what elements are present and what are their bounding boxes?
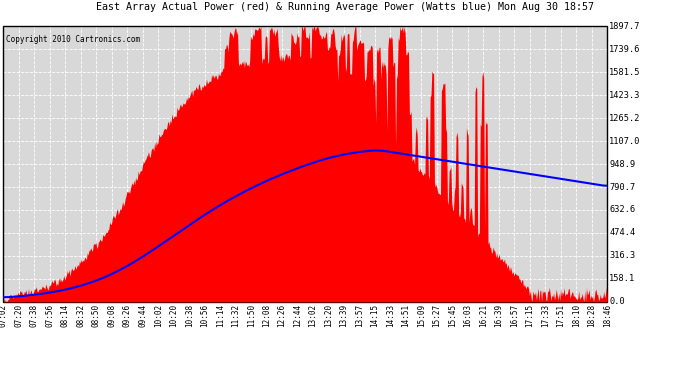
- Text: 15:45: 15:45: [448, 304, 457, 327]
- Text: 16:57: 16:57: [510, 304, 519, 327]
- Text: 17:51: 17:51: [556, 304, 565, 327]
- Text: 12:08: 12:08: [262, 304, 271, 327]
- Text: Copyright 2010 Cartronics.com: Copyright 2010 Cartronics.com: [6, 34, 141, 44]
- Text: 1423.3: 1423.3: [609, 91, 641, 100]
- Text: 07:20: 07:20: [14, 304, 23, 327]
- Text: 13:02: 13:02: [308, 304, 317, 327]
- Bar: [3, 26, 607, 302]
- Text: 316.3: 316.3: [609, 251, 635, 260]
- Text: 12:26: 12:26: [277, 304, 286, 327]
- Text: 13:57: 13:57: [355, 304, 364, 327]
- Text: 08:14: 08:14: [61, 304, 70, 327]
- Text: 07:02: 07:02: [0, 304, 8, 327]
- Text: 790.7: 790.7: [609, 183, 635, 192]
- Text: 09:44: 09:44: [138, 304, 147, 327]
- Text: 158.1: 158.1: [609, 274, 635, 284]
- Text: 08:50: 08:50: [92, 304, 101, 327]
- Text: East Array Actual Power (red) & Running Average Power (Watts blue) Mon Aug 30 18: East Array Actual Power (red) & Running …: [96, 2, 594, 12]
- Text: 474.4: 474.4: [609, 228, 635, 237]
- Text: 15:27: 15:27: [433, 304, 442, 327]
- Text: 18:28: 18:28: [587, 304, 596, 327]
- Text: 11:14: 11:14: [216, 304, 225, 327]
- Text: 11:32: 11:32: [231, 304, 240, 327]
- Text: 16:21: 16:21: [479, 304, 488, 327]
- Text: 13:39: 13:39: [339, 304, 348, 327]
- Text: 1265.2: 1265.2: [609, 114, 641, 123]
- Text: 16:03: 16:03: [464, 304, 473, 327]
- Text: 1739.6: 1739.6: [609, 45, 641, 54]
- Text: 10:56: 10:56: [200, 304, 209, 327]
- Text: 09:08: 09:08: [108, 304, 117, 327]
- Text: 09:26: 09:26: [123, 304, 132, 327]
- Text: 17:33: 17:33: [541, 304, 550, 327]
- Text: 07:38: 07:38: [30, 304, 39, 327]
- Text: 08:32: 08:32: [77, 304, 86, 327]
- Text: 1581.5: 1581.5: [609, 68, 641, 76]
- Text: 15:09: 15:09: [417, 304, 426, 327]
- Text: 11:50: 11:50: [246, 304, 255, 327]
- Text: 1107.0: 1107.0: [609, 136, 641, 146]
- Text: 18:46: 18:46: [602, 304, 612, 327]
- Text: 17:15: 17:15: [525, 304, 534, 327]
- Text: 632.6: 632.6: [609, 206, 635, 214]
- Text: 07:56: 07:56: [46, 304, 55, 327]
- Text: 1897.7: 1897.7: [609, 22, 641, 31]
- Text: 948.9: 948.9: [609, 159, 635, 168]
- Text: 18:10: 18:10: [572, 304, 581, 327]
- Text: 16:39: 16:39: [494, 304, 503, 327]
- Text: 14:51: 14:51: [402, 304, 411, 327]
- Text: 14:15: 14:15: [371, 304, 380, 327]
- Text: 10:38: 10:38: [185, 304, 194, 327]
- Text: 10:02: 10:02: [154, 304, 163, 327]
- Text: 0.0: 0.0: [609, 297, 625, 306]
- Text: 13:20: 13:20: [324, 304, 333, 327]
- Text: 12:44: 12:44: [293, 304, 302, 327]
- Text: 10:20: 10:20: [169, 304, 178, 327]
- Text: 14:33: 14:33: [386, 304, 395, 327]
